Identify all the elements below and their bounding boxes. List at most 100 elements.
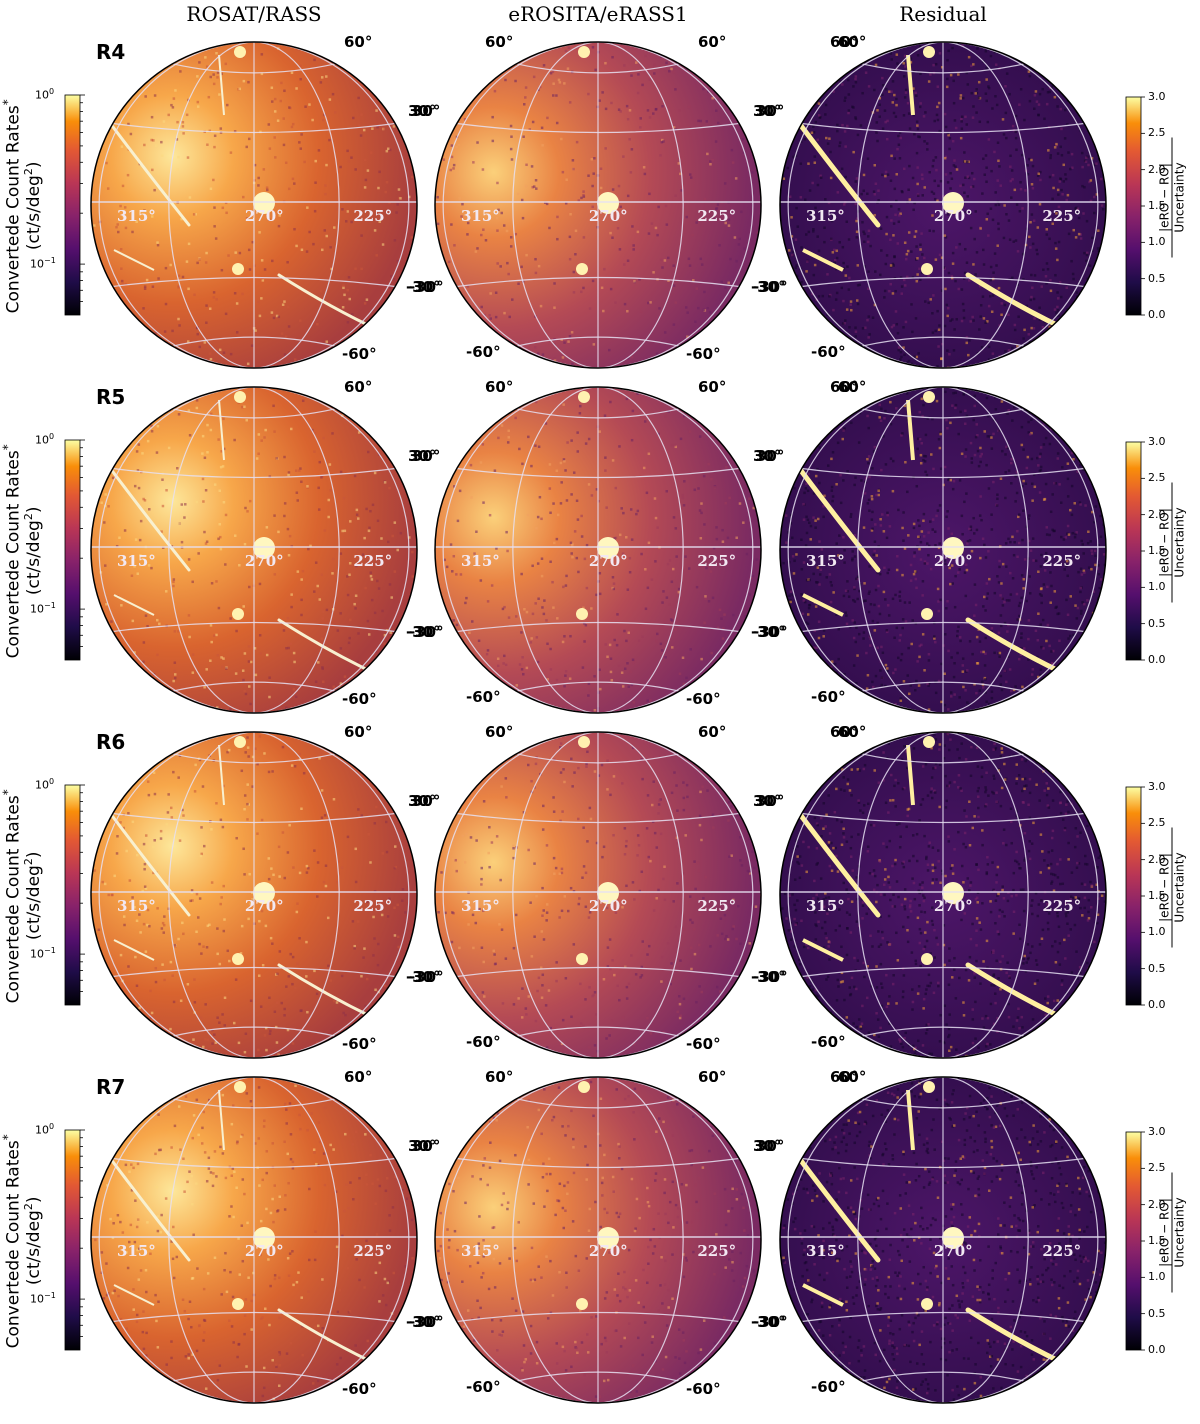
longitude-gridline <box>168 732 340 1058</box>
latitude-label-30s-left: -30° <box>751 623 786 641</box>
longitude-gridline <box>442 387 754 713</box>
latitude-label-60s: -60° <box>686 1035 721 1053</box>
bright-source <box>576 263 588 275</box>
row-label: R5 <box>96 385 126 409</box>
units-power: 2 <box>22 513 36 521</box>
longitude-label: 270° <box>589 1242 628 1260</box>
tick-exp: 0 <box>49 1122 55 1131</box>
longitude-label: 225° <box>353 552 392 570</box>
scan-streak <box>906 54 915 116</box>
longitude-label: 315° <box>117 897 156 915</box>
scan-streak <box>802 1283 844 1307</box>
latitude-label-60s: -60° <box>342 1380 377 1398</box>
map-outline <box>434 1076 762 1404</box>
bright-source <box>232 263 244 275</box>
map-outline <box>90 1076 418 1404</box>
longitude-label: 270° <box>934 207 973 225</box>
title-text: Convertede Count Rates <box>3 795 24 1004</box>
bright-source <box>923 391 935 403</box>
left-colorbar <box>64 439 81 661</box>
latitude-label-60n: 60° <box>698 1068 727 1086</box>
label-numerator: |eRO − RO| <box>1157 1172 1173 1293</box>
longitude-label: 270° <box>245 1242 284 1260</box>
title-text: Convertede Count Rates <box>3 1140 24 1349</box>
scan-streak <box>218 399 225 461</box>
longitude-label: 225° <box>1042 207 1081 225</box>
latitude-label-60s: -60° <box>342 345 377 363</box>
left-colorbar <box>64 1129 81 1351</box>
longitude-label: 225° <box>353 897 392 915</box>
latitude-label-30n-left: 30° <box>408 447 437 465</box>
right-colorbar-tick-label: 1.0 <box>1148 580 1166 594</box>
units-close: ) <box>23 161 44 169</box>
latitude-label-60n-left: 60° <box>485 378 514 396</box>
title-sup: * <box>0 1134 15 1141</box>
map-outline <box>434 731 762 1059</box>
bright-source <box>576 608 588 620</box>
latitude-label-60n: 60° <box>838 378 867 396</box>
map-rosat-r5: 315° 270° 225° <box>90 386 418 714</box>
column-title-residual: Residual <box>899 2 987 26</box>
longitude-label: 315° <box>806 897 845 915</box>
right-colorbar-tick-label: 0.0 <box>1148 1343 1166 1356</box>
scan-streak <box>906 744 915 806</box>
latitude-label-30s-left: -30° <box>751 278 786 296</box>
map-erosita-r5: 315° 270° 225° <box>434 386 762 714</box>
units-power: 2 <box>22 1203 36 1211</box>
map-residual-r7: 315° 270° 225° <box>779 1076 1107 1404</box>
right-colorbar-tick-label: 0.0 <box>1148 653 1166 666</box>
right-colorbar-tick-label: 3.0 <box>1148 90 1166 103</box>
scan-streak <box>218 54 225 116</box>
right-colorbar-tick-label: 1.0 <box>1148 235 1166 249</box>
right-colorbar-tick-label: 1.0 <box>1148 925 1166 939</box>
title-text: Convertede Count Rates <box>3 105 24 314</box>
latitude-label-60n-left: 60° <box>485 33 514 51</box>
scan-streak <box>113 594 155 616</box>
scan-streak <box>218 744 225 806</box>
right-colorbar-tick-label: 3.0 <box>1148 780 1166 793</box>
latitude-label-60n: 60° <box>344 723 373 741</box>
latitude-label-60n: 60° <box>838 723 867 741</box>
latitude-label-30n-left: 30° <box>753 447 782 465</box>
latitude-label-60s-left: -60° <box>811 1378 846 1396</box>
title-sup: * <box>0 789 15 796</box>
latitude-label-60s-left: -60° <box>811 1033 846 1051</box>
latitude-label-30s-left: -30° <box>406 1313 441 1331</box>
latitude-label-30s-left: -30° <box>406 623 441 641</box>
latitude-label-60n-left: 60° <box>830 1068 859 1086</box>
map-rosat-r7: 315° 270° 225° <box>90 1076 418 1404</box>
latitude-label-30n-left: 30° <box>408 792 437 810</box>
scan-streak <box>102 458 191 572</box>
longitude-label: 315° <box>117 1242 156 1260</box>
longitude-gridline <box>442 42 754 368</box>
latitude-label-30n-left: 30° <box>408 102 437 120</box>
right-colorbar-label: |eRO − RO| Uncertainty <box>1157 137 1187 258</box>
tick-base: 10 <box>30 257 44 271</box>
right-colorbar-tick-label: 1.0 <box>1148 1270 1166 1284</box>
map-outline <box>779 731 1107 1059</box>
longitude-gridline <box>442 1077 754 1403</box>
units-close: ) <box>23 1196 44 1204</box>
latitude-label-30s: -30° <box>753 1313 788 1331</box>
latitude-label-30n: 30° <box>412 102 441 120</box>
right-colorbar <box>1125 786 1142 1006</box>
bright-source <box>232 1298 244 1310</box>
right-colorbar-tick-label: 2.0 <box>1148 852 1166 866</box>
longitude-gridline <box>98 732 410 1058</box>
longitude-label: 315° <box>461 552 500 570</box>
latitude-label-60s-left: -60° <box>466 1033 501 1051</box>
latitude-label-60s: -60° <box>342 1035 377 1053</box>
bright-source <box>576 953 588 965</box>
right-colorbar-tick-label: 2.0 <box>1148 162 1166 176</box>
left-colorbar <box>64 784 81 1006</box>
bright-source <box>234 46 246 58</box>
tick-exp: −1 <box>44 601 56 611</box>
right-colorbar-tick-label: 2.5 <box>1148 816 1166 830</box>
longitude-label: 315° <box>117 552 156 570</box>
bright-source <box>234 391 246 403</box>
right-colorbar-tick-label: 3.0 <box>1148 435 1166 448</box>
tick-exp: 0 <box>49 432 55 441</box>
units-text: (ct/s/deg <box>23 175 44 251</box>
latitude-label-60n: 60° <box>698 723 727 741</box>
latitude-label-60s-left: -60° <box>811 688 846 706</box>
